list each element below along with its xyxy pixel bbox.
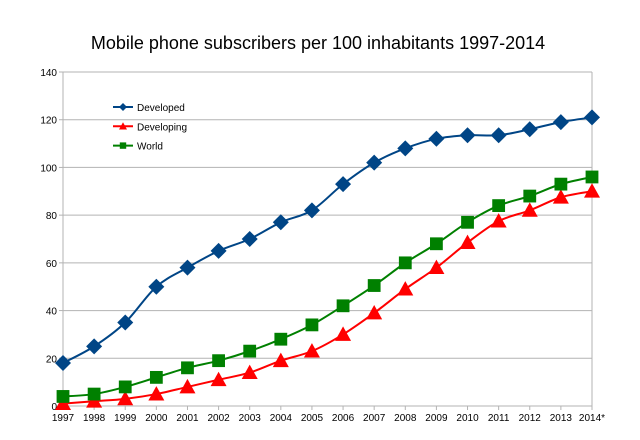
diamond-marker — [335, 176, 352, 193]
triangle-marker — [459, 234, 476, 249]
x-tick-label: 2012 — [519, 413, 542, 424]
y-tick-label: 40 — [46, 307, 58, 318]
x-tick-label: 2004 — [270, 413, 293, 424]
diamond-marker — [86, 338, 103, 355]
legend-item: Developing — [113, 122, 187, 133]
diamond-marker — [148, 278, 165, 295]
legend-label: Developed — [137, 103, 185, 114]
diamond-marker — [397, 140, 414, 157]
x-tick-label: 2009 — [425, 413, 448, 424]
series-line — [62, 190, 593, 405]
y-tick-label: 140 — [40, 68, 57, 79]
x-tick-label: 2001 — [176, 413, 199, 424]
legend-label: Developing — [137, 122, 187, 133]
x-tick-label: 2005 — [301, 413, 324, 424]
diamond-marker — [179, 259, 196, 276]
triangle-marker — [241, 364, 258, 379]
diamond-marker — [303, 202, 320, 219]
square-marker — [243, 344, 257, 358]
triangle-marker — [303, 343, 320, 358]
triangle-marker — [490, 213, 507, 228]
triangle-marker — [335, 326, 352, 341]
triangle-marker — [210, 371, 227, 387]
diamond-marker — [428, 130, 445, 147]
x-tick-label: 2002 — [207, 413, 230, 424]
legend-label: World — [137, 142, 163, 153]
diamond-marker — [119, 103, 127, 111]
diamond-marker — [272, 214, 289, 231]
square-marker — [554, 177, 568, 191]
square-marker — [87, 387, 101, 401]
y-tick-label: 80 — [46, 211, 58, 222]
series-line — [62, 116, 593, 364]
legend-item: World — [113, 142, 163, 153]
series-line — [62, 175, 593, 398]
triangle-marker — [584, 183, 600, 198]
triangle-marker — [552, 189, 569, 204]
y-tick-label: 0 — [51, 402, 57, 413]
x-tick-label: 2006 — [332, 413, 355, 424]
y-tick-label: 60 — [46, 259, 58, 270]
y-tick-label: 120 — [40, 116, 57, 127]
triangle-marker — [117, 390, 134, 406]
y-tick-label: 100 — [40, 163, 57, 174]
square-marker — [56, 390, 70, 403]
triangle-marker — [397, 281, 414, 296]
y-tick-label: 20 — [46, 354, 58, 365]
triangle-marker — [179, 378, 196, 394]
x-tick-label: 2011 — [488, 413, 510, 424]
x-tick-label: 2013 — [550, 413, 573, 424]
triangle-marker — [272, 352, 289, 368]
chart-title: Mobile phone subscribers per 100 inhabit… — [91, 33, 545, 53]
triangle-marker — [119, 122, 127, 130]
square-marker — [274, 332, 288, 346]
x-tick-label: 1998 — [83, 413, 106, 424]
square-marker — [367, 279, 381, 292]
square-marker — [181, 361, 194, 375]
series-developing — [55, 183, 600, 411]
square-marker — [118, 380, 132, 394]
diamond-marker — [521, 121, 538, 138]
square-marker — [461, 215, 474, 229]
diamond-marker — [552, 114, 569, 131]
diamond-marker — [366, 154, 383, 171]
x-tick-label: 1997 — [52, 413, 75, 424]
diamond-marker — [55, 355, 71, 372]
x-tick-label: 2000 — [145, 413, 168, 424]
square-marker — [119, 142, 127, 149]
triangle-marker — [366, 304, 383, 320]
square-marker — [149, 370, 163, 384]
square-marker — [492, 199, 506, 212]
diamond-marker — [459, 127, 476, 144]
diamond-marker — [241, 231, 258, 247]
x-tick-label: 2003 — [239, 413, 262, 424]
x-tick-label: 2014* — [579, 413, 605, 424]
x-tick-label: 2007 — [363, 413, 386, 424]
legend-item: Developed — [113, 103, 185, 114]
diamond-marker — [490, 127, 507, 144]
square-marker — [430, 237, 443, 251]
square-marker — [305, 318, 319, 332]
triangle-marker — [148, 386, 165, 401]
square-marker — [398, 256, 412, 270]
diamond-marker — [117, 314, 134, 331]
x-tick-label: 1999 — [114, 413, 137, 424]
triangle-marker — [428, 259, 445, 275]
square-marker — [523, 189, 537, 203]
series-world — [56, 170, 599, 403]
x-tick-label: 2008 — [394, 413, 417, 424]
square-marker — [212, 354, 225, 368]
x-tick-label: 2010 — [456, 413, 479, 424]
triangle-marker — [521, 202, 538, 217]
square-marker — [336, 299, 350, 313]
diamond-marker — [584, 109, 600, 126]
series-developed — [55, 109, 600, 372]
square-marker — [585, 170, 599, 184]
diamond-marker — [210, 242, 227, 259]
